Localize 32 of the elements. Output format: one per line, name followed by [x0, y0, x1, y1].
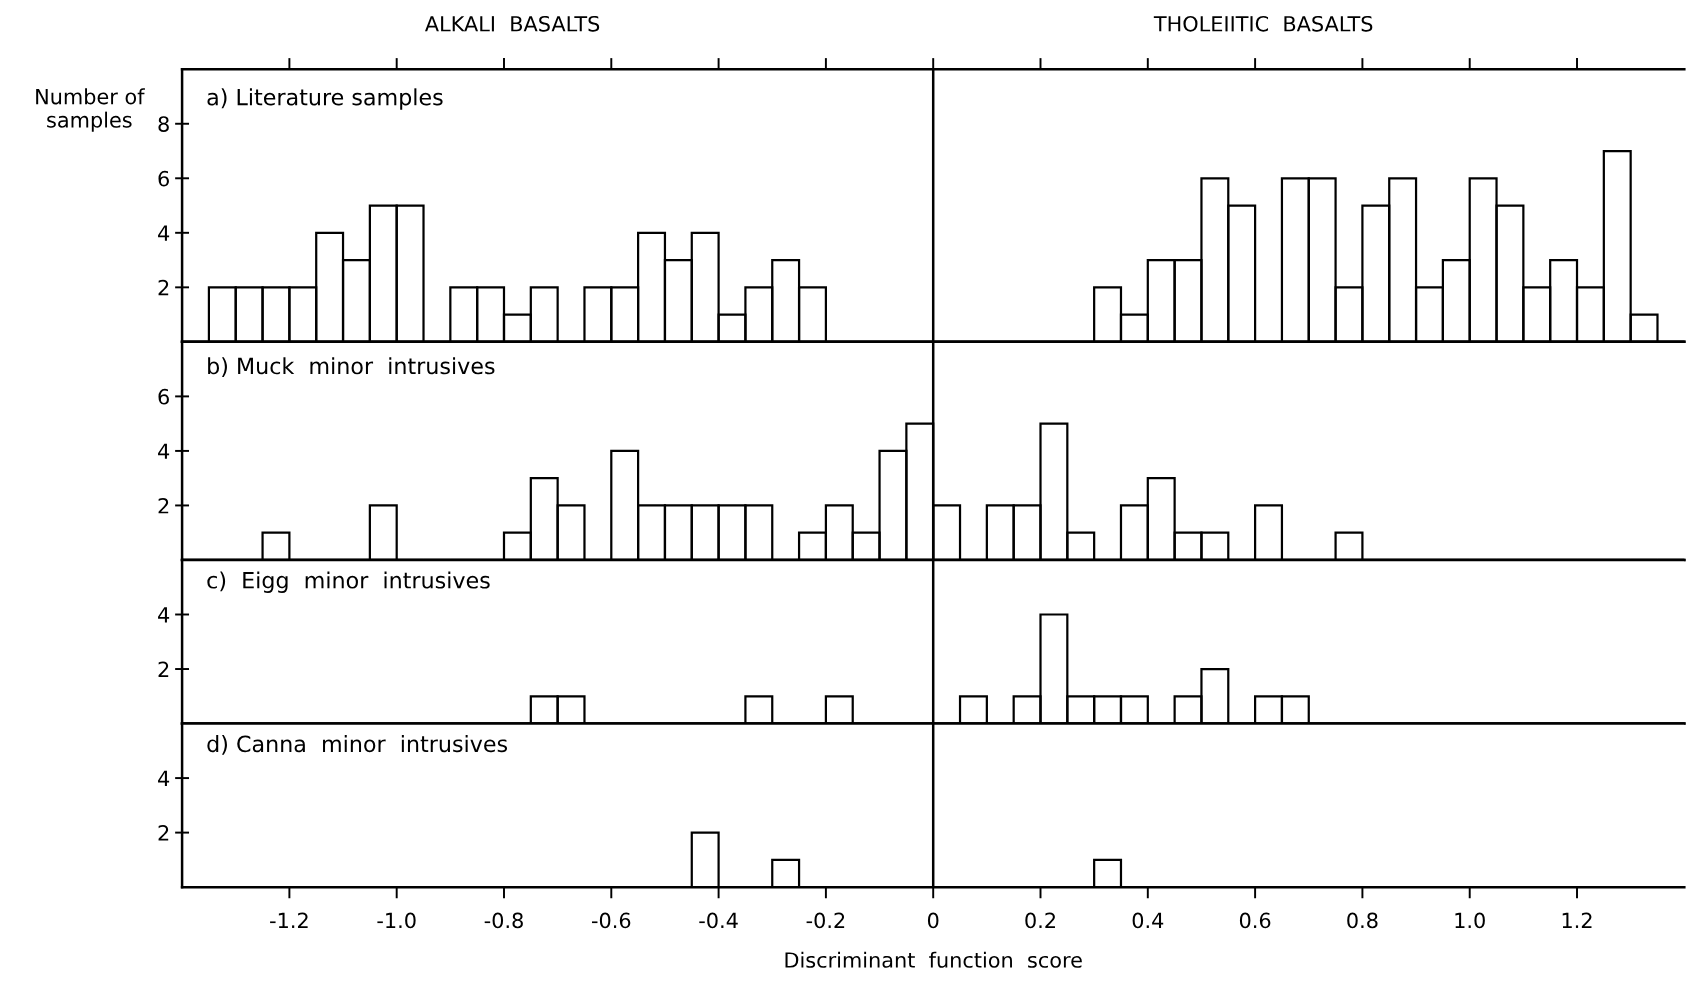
x-tick-label: -1.0: [377, 912, 416, 929]
x-tick-label: 1.0: [1455, 912, 1485, 929]
x-tick-label: -0.8: [484, 912, 523, 929]
x-tick-label: 0.6: [1239, 912, 1271, 929]
y-tick-label: 4: [158, 770, 170, 786]
chart-title: c) Eigg minor intrusives: [207, 571, 490, 593]
y-tick-label: 4: [158, 443, 170, 459]
y-tick-label: 4: [158, 607, 170, 623]
x-tick-label: 0.8: [1347, 912, 1378, 929]
y-tick-label: 2: [158, 825, 169, 841]
y-tick-label: 6: [158, 170, 169, 187]
chart-title: d) Canna minor intrusives: [207, 735, 508, 755]
y-tick-label: 4: [158, 225, 170, 241]
x-axis-title: Discriminant function score: [785, 951, 1082, 968]
y-tick-label: 6: [158, 388, 169, 405]
y-tick-label: 2: [158, 279, 169, 296]
x-tick-label: 1.2: [1562, 912, 1592, 928]
x-tick-label: 0.2: [1025, 912, 1055, 929]
x-tick-label: -0.4: [699, 912, 738, 929]
text: ALKALI BASALTS: [424, 15, 600, 32]
text: b) Muck minor intrusives: [208, 357, 495, 377]
y-tick-label: 2: [158, 661, 169, 677]
y-axis-title: Number of samples: [36, 88, 145, 132]
x-tick-label: -1.2: [270, 912, 308, 928]
y-tick-label: 8: [158, 116, 169, 132]
x-tick-label: -0.6: [591, 912, 631, 929]
x-tick-label: 0: [927, 912, 939, 929]
text: a) Literature samples: [207, 88, 443, 110]
x-tick-label: 0.4: [1132, 912, 1164, 929]
x-tick-label: -0.2: [806, 912, 845, 929]
y-tick-label: 2: [158, 497, 169, 514]
text: THOLEIITIC BASALTS: [1153, 15, 1373, 32]
